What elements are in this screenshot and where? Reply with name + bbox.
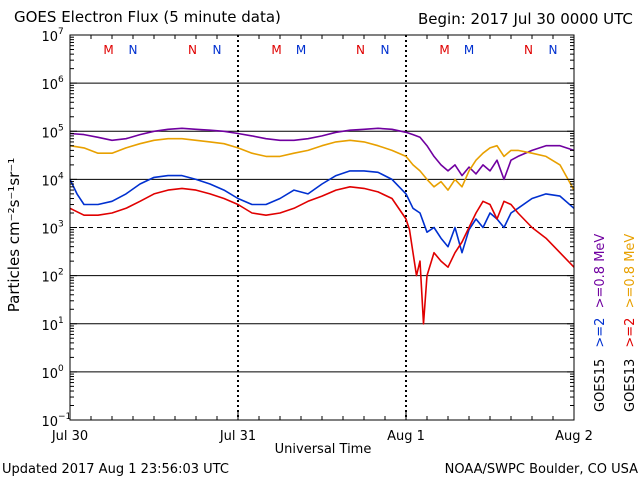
x-axis-ticks: Jul 30 Jul 31 Aug 1 Aug 2 [51,35,593,444]
y-tick-exponent: 2 [58,268,64,278]
mn-marker: M [464,43,474,57]
y-tick-label: 10 [41,223,58,238]
y-axis-label: Particles cm⁻²s⁻¹sr⁻¹ [5,158,23,312]
mn-marker: M [103,43,113,57]
legend-entry: >=0.8 MeV [593,234,608,309]
y-tick-exponent: 3 [58,220,64,230]
mn-marker: M [439,43,449,57]
y-tick-label: 10 [41,126,58,141]
x-tick-label: Aug 1 [387,429,425,444]
gridlines [70,82,574,373]
y-tick-exponent: 5 [58,123,64,133]
series-line [69,127,575,181]
updated-label: Updated 2017 Aug 1 23:56:03 UTC [2,462,229,477]
legend-entry: >=0.8 MeV [623,234,638,309]
legend-entry: GOES13 [623,359,638,412]
source-label: NOAA/SWPC Boulder, CO USA [445,462,638,477]
y-tick-exponent: −1 [58,412,71,422]
mn-marker: N [356,43,365,57]
series-line [69,170,575,254]
mn-marker: M [271,43,281,57]
x-tick-label: Jul 30 [51,429,88,444]
mn-marker: M [296,43,306,57]
x-tick-label: Aug 2 [555,429,593,444]
y-tick-label: 10 [41,367,58,382]
y-tick-label: 10 [41,78,58,93]
y-tick-label: 10 [41,174,58,189]
mn-marker: N [381,43,390,57]
y-tick-exponent: 1 [58,316,64,326]
x-tick-label: Jul 31 [219,429,256,444]
legend-entry: >=2 [623,318,638,348]
y-tick-exponent: 4 [58,171,64,181]
y-tick-label: 10 [41,271,58,286]
y-tick-label: 10 [41,319,58,334]
mn-marker: N [549,43,558,57]
day-separators [237,35,407,420]
chart-title: GOES Electron Flux (5 minute data) [14,8,281,26]
legend-entry: GOES15 [593,359,608,412]
mn-marker: N [524,43,533,57]
series-line [69,186,575,325]
y-tick-label: 10 [41,415,58,430]
series-line [69,137,575,191]
legend-entry: >=2 [593,318,608,348]
y-tick-exponent: 6 [58,75,64,85]
mn-marker: N [129,43,138,57]
mn-marker: N [188,43,197,57]
y-tick-exponent: 0 [58,364,64,374]
x-axis-label: Universal Time [275,442,372,457]
legend: GOES13 >=2 >=0.8 MeV GOES15 >=2 >=0.8 MeV [593,234,638,412]
begin-label: Begin: 2017 Jul 30 0000 UTC [418,10,633,28]
mn-marker: N [213,43,222,57]
y-tick-label: 10 [41,30,58,45]
y-tick-exponent: 7 [58,27,64,37]
series-lines [69,127,575,325]
